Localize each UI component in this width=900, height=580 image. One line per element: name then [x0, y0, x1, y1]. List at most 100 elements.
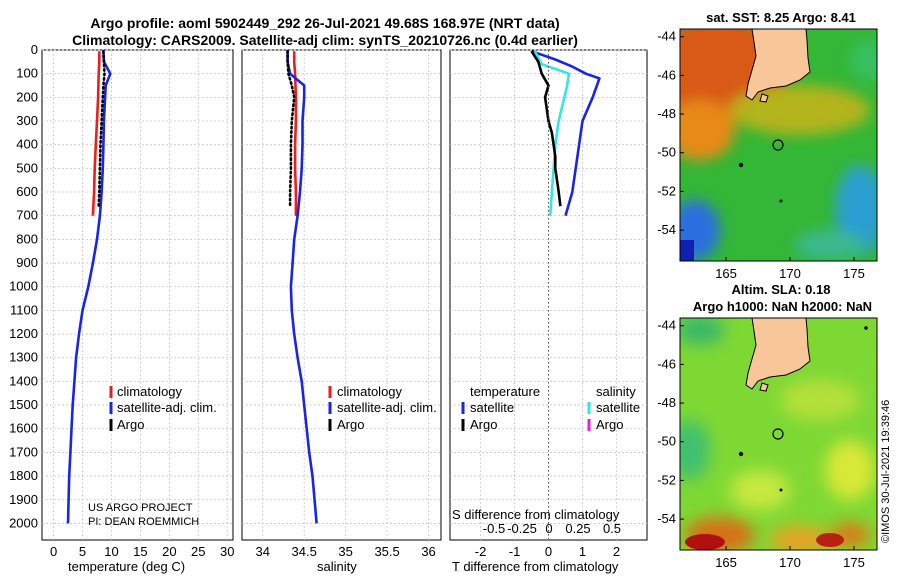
map-y-tick-label: -44 — [657, 318, 676, 333]
y-tick-label: 900 — [16, 255, 38, 270]
legend-climatology-t: climatology — [117, 384, 183, 399]
map-x-tick-label: 170 — [779, 266, 801, 281]
map-y-tick-label: -54 — [657, 222, 676, 237]
sst-land-stewart-island — [759, 93, 769, 103]
s-diff-tick-label: 0.25 — [565, 521, 590, 536]
sla-map-title: Altim. SLA: 0.18 — [731, 282, 831, 297]
y-tick-label: 1200 — [9, 326, 38, 341]
x-tick-label: 35.5 — [374, 544, 399, 559]
series-line-satellite-t-diff — [531, 49, 601, 217]
imos-credit: ©IMOS 30-Jul-2021 19:39:46 — [880, 399, 892, 543]
project-annotation: US ARGO PROJECT — [88, 502, 193, 514]
y-tick-label: 1400 — [9, 373, 38, 388]
s-diff-tick-label: 0.5 — [603, 521, 621, 536]
s-diff-tick-label: -0.25 — [507, 521, 537, 536]
map-y-tick-label: -50 — [657, 145, 676, 160]
y-tick-label: 400 — [16, 137, 38, 152]
figure-title-line1: Argo profile: aoml 5902449_292 26-Jul-20… — [90, 15, 560, 31]
map-y-tick-label: -50 — [657, 434, 676, 449]
map-y-tick-label: -54 — [657, 511, 676, 526]
y-tick-label: 2000 — [9, 515, 38, 530]
x-tick-label: 10 — [104, 544, 118, 559]
temperature-axes-box — [41, 49, 234, 541]
x-tick-label: 25 — [191, 544, 205, 559]
x-tick-label: 5 — [79, 544, 86, 559]
legend-argo-t: Argo — [117, 417, 145, 432]
map-x-tick-label: 175 — [843, 266, 865, 281]
y-tick-label: 1100 — [10, 302, 38, 317]
x-tick-label: -1 — [509, 544, 521, 559]
legend-argo-s: Argo — [337, 417, 365, 432]
sla-high-anomaly-2 — [816, 533, 844, 547]
sst-argo-position-marker — [772, 139, 784, 151]
figure-title-line2: Climatology: CARS2009. Satellite-adj cli… — [72, 32, 578, 48]
sla-auckland-islands — [738, 451, 744, 457]
x-tick-label: 35 — [338, 544, 352, 559]
map-x-tick-label: 165 — [715, 555, 737, 570]
map-y-tick-label: -52 — [657, 472, 676, 487]
x-tick-label: 15 — [133, 544, 147, 559]
map-y-tick-label: -52 — [657, 183, 676, 198]
sla-campbell-island — [779, 488, 783, 492]
y-tick-label: 1800 — [9, 468, 38, 483]
x-tick-label: -2 — [475, 544, 487, 559]
map-y-tick-label: -46 — [657, 356, 676, 371]
map-x-tick-label: 165 — [715, 266, 737, 281]
temperature-xlabel: temperature (deg C) — [68, 559, 186, 574]
map-y-tick-label: -44 — [657, 29, 676, 44]
map-y-tick-label: -46 — [657, 67, 676, 82]
s-diff-tick-label: -0.5 — [483, 521, 505, 536]
legend-argo-tdiff: Argo — [470, 417, 498, 432]
pi-annotation: PI: DEAN ROEMMICH — [88, 516, 200, 528]
series-line-satellite-adj-clim- — [286, 51, 318, 524]
legend-satellite-sdiff: satellite — [596, 400, 641, 415]
sst-cold-patch — [680, 240, 694, 261]
sst-map-title: sat. SST: 8.25 Argo: 8.41 — [706, 10, 856, 25]
legend-climatology-s: climatology — [337, 384, 403, 399]
sla-map-frame — [679, 317, 878, 551]
series-line-argo-t-diff — [530, 50, 562, 207]
difference-xlabel: T difference from climatology — [452, 559, 619, 574]
sla-chatham-islands — [864, 326, 868, 330]
sla-argo-position-marker — [772, 428, 784, 440]
y-tick-label: 700 — [16, 208, 38, 223]
y-tick-label: 1700 — [9, 444, 38, 459]
x-tick-label: 0 — [545, 544, 552, 559]
y-tick-label: 300 — [16, 113, 38, 128]
legend-satellite-tdiff: satellite — [470, 400, 515, 415]
legend-satellite-t: satellite-adj. clim. — [117, 400, 217, 415]
x-tick-label: 2 — [613, 544, 620, 559]
y-tick-label: 1000 — [9, 279, 38, 294]
y-tick-label: 500 — [16, 160, 38, 175]
y-tick-label: 100 — [16, 66, 38, 81]
legend-temperature-heading: temperature — [470, 384, 541, 399]
sla-land-south-island — [745, 318, 811, 390]
legend-salinity-heading: salinity — [596, 384, 636, 399]
series-line-climatology — [91, 51, 101, 216]
x-tick-label: 30 — [220, 544, 234, 559]
y-tick-label: 1300 — [9, 350, 38, 365]
series-line-argo — [97, 49, 106, 208]
series-line-satellite-s-diff — [533, 50, 571, 216]
map-y-tick-label: -48 — [657, 106, 676, 121]
y-tick-label: 1900 — [9, 492, 38, 507]
x-tick-label: 34.5 — [292, 544, 317, 559]
legend-satellite-s: satellite-adj. clim. — [337, 400, 437, 415]
series-line-climatology — [292, 51, 298, 216]
map-x-tick-label: 170 — [779, 555, 801, 570]
y-tick-label: 600 — [16, 184, 38, 199]
y-tick-label: 1600 — [9, 421, 38, 436]
map-y-tick-label: -48 — [657, 395, 676, 410]
sla-land-stewart-island — [759, 382, 769, 392]
salinity-xlabel: salinity — [317, 559, 357, 574]
sst-map-frame — [679, 28, 878, 262]
s-diff-tick-label: 0 — [545, 521, 552, 536]
salinity-axes-box — [241, 49, 442, 541]
